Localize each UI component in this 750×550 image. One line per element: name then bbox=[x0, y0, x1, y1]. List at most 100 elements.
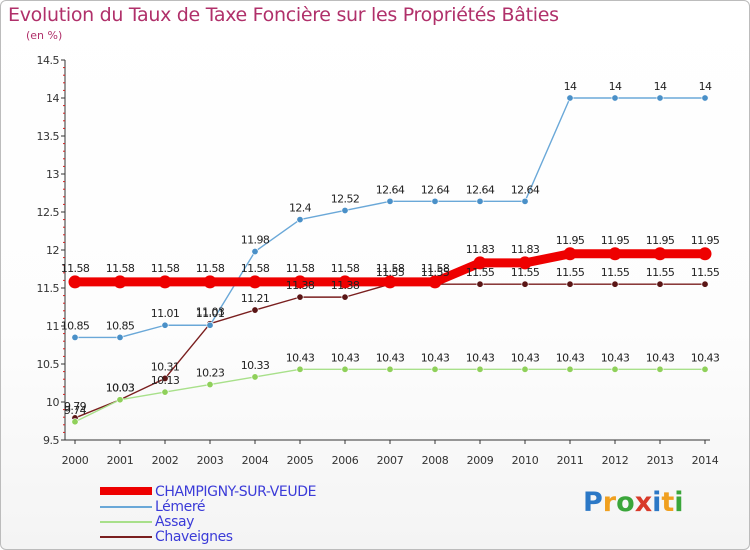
data-label: 10.33 bbox=[241, 359, 270, 372]
data-label: 10.43 bbox=[286, 351, 315, 364]
data-label: 10.43 bbox=[691, 351, 720, 364]
x-tick-label: 2012 bbox=[602, 454, 629, 467]
data-label: 11.55 bbox=[511, 266, 540, 279]
data-point bbox=[293, 275, 307, 289]
chart-title: Evolution du Taux de Taxe Foncière sur l… bbox=[8, 4, 559, 26]
data-label: 10.43 bbox=[601, 351, 630, 364]
data-label: 11.55 bbox=[556, 266, 585, 279]
legend-swatch-chaveignes bbox=[100, 536, 152, 538]
y-tick-label: 14 bbox=[46, 92, 59, 105]
data-point bbox=[701, 280, 709, 288]
logo-letter: P bbox=[583, 487, 603, 518]
x-tick-label: 2011 bbox=[557, 454, 584, 467]
y-tick-label: 10.5 bbox=[37, 358, 60, 371]
data-label: 11.38 bbox=[331, 279, 360, 292]
data-label: 11.58 bbox=[106, 262, 135, 275]
x-tick-label: 2010 bbox=[512, 454, 539, 467]
data-label: 10.03 bbox=[106, 382, 135, 395]
data-label: 11.21 bbox=[241, 292, 270, 305]
x-tick-label: 2000 bbox=[62, 454, 89, 467]
x-tick-label: 2008 bbox=[422, 454, 449, 467]
data-point bbox=[206, 381, 214, 389]
data-point bbox=[116, 396, 124, 404]
data-label: 11.01 bbox=[196, 307, 225, 320]
legend-swatch-lemere bbox=[100, 506, 152, 508]
data-label: 11.55 bbox=[691, 266, 720, 279]
data-point bbox=[71, 333, 79, 341]
data-point bbox=[701, 94, 709, 102]
data-point bbox=[518, 256, 532, 270]
data-point bbox=[611, 94, 619, 102]
x-tick-label: 2001 bbox=[107, 454, 134, 467]
data-point bbox=[476, 365, 484, 373]
legend-swatch-assay bbox=[100, 521, 152, 523]
data-label: 14 bbox=[609, 80, 622, 93]
legend-label-lemere: Lémeré bbox=[155, 499, 206, 515]
data-label: 14 bbox=[699, 80, 712, 93]
data-point bbox=[656, 94, 664, 102]
data-label: 11.55 bbox=[466, 266, 495, 279]
data-label: 11.83 bbox=[466, 243, 495, 256]
data-label: 11.58 bbox=[61, 262, 90, 275]
data-label: 11.03 bbox=[196, 306, 225, 319]
data-point bbox=[71, 418, 79, 426]
data-label: 10.85 bbox=[61, 319, 90, 332]
x-tick-label: 2014 bbox=[692, 454, 719, 467]
data-point bbox=[296, 293, 304, 301]
data-label: 11.95 bbox=[691, 234, 720, 247]
x-tick-label: 2013 bbox=[647, 454, 674, 467]
data-label: 10.43 bbox=[556, 351, 585, 364]
data-point bbox=[251, 248, 259, 256]
data-label: 12.64 bbox=[511, 183, 540, 196]
x-tick-label: 2006 bbox=[332, 454, 359, 467]
legend-label-champigny: CHAMPIGNY-SUR-VEUDE bbox=[155, 484, 317, 500]
data-point bbox=[386, 365, 394, 373]
data-label: 10.43 bbox=[511, 351, 540, 364]
data-label: 10.43 bbox=[646, 351, 675, 364]
legend-label-assay: Assay bbox=[155, 514, 195, 530]
data-label: 11.98 bbox=[241, 234, 270, 247]
legend-label-chaveignes: Chaveignes bbox=[155, 529, 233, 545]
data-point bbox=[206, 321, 214, 329]
data-label: 10.31 bbox=[151, 360, 180, 373]
data-point bbox=[383, 275, 397, 289]
data-point bbox=[431, 365, 439, 373]
data-label: 10.03 bbox=[106, 382, 135, 395]
data-point bbox=[563, 247, 577, 261]
data-point bbox=[611, 365, 619, 373]
y-tick-label: 10 bbox=[46, 396, 59, 409]
y-tick-label: 11 bbox=[46, 320, 59, 333]
data-point bbox=[566, 280, 574, 288]
data-label: 14 bbox=[564, 80, 577, 93]
series-line bbox=[74, 97, 706, 339]
y-tick-label: 11.5 bbox=[37, 282, 60, 295]
data-point bbox=[296, 365, 304, 373]
data-point bbox=[566, 365, 574, 373]
data-label: 9.79 bbox=[64, 400, 87, 413]
data-label: 10.85 bbox=[106, 319, 135, 332]
data-label: 11.95 bbox=[556, 234, 585, 247]
data-label: 11.83 bbox=[511, 243, 540, 256]
data-point bbox=[611, 280, 619, 288]
logo-letter: i bbox=[674, 487, 684, 518]
x-tick-label: 2004 bbox=[242, 454, 269, 467]
data-point bbox=[116, 333, 124, 341]
x-tick-label: 2009 bbox=[467, 454, 494, 467]
data-label: 12.64 bbox=[421, 183, 450, 196]
data-label: 11.95 bbox=[601, 234, 630, 247]
data-label: 11.55 bbox=[376, 266, 405, 279]
y-tick-label: 13.5 bbox=[37, 130, 60, 143]
data-point bbox=[521, 365, 529, 373]
data-label: 10.43 bbox=[466, 351, 495, 364]
data-label: 12.64 bbox=[466, 183, 495, 196]
logo-letter: x bbox=[634, 487, 653, 518]
data-point bbox=[386, 197, 394, 205]
data-point bbox=[476, 280, 484, 288]
data-point bbox=[701, 365, 709, 373]
data-label: 12.52 bbox=[331, 192, 360, 205]
data-point bbox=[251, 373, 259, 381]
data-point bbox=[113, 275, 127, 289]
data-point bbox=[698, 247, 712, 261]
